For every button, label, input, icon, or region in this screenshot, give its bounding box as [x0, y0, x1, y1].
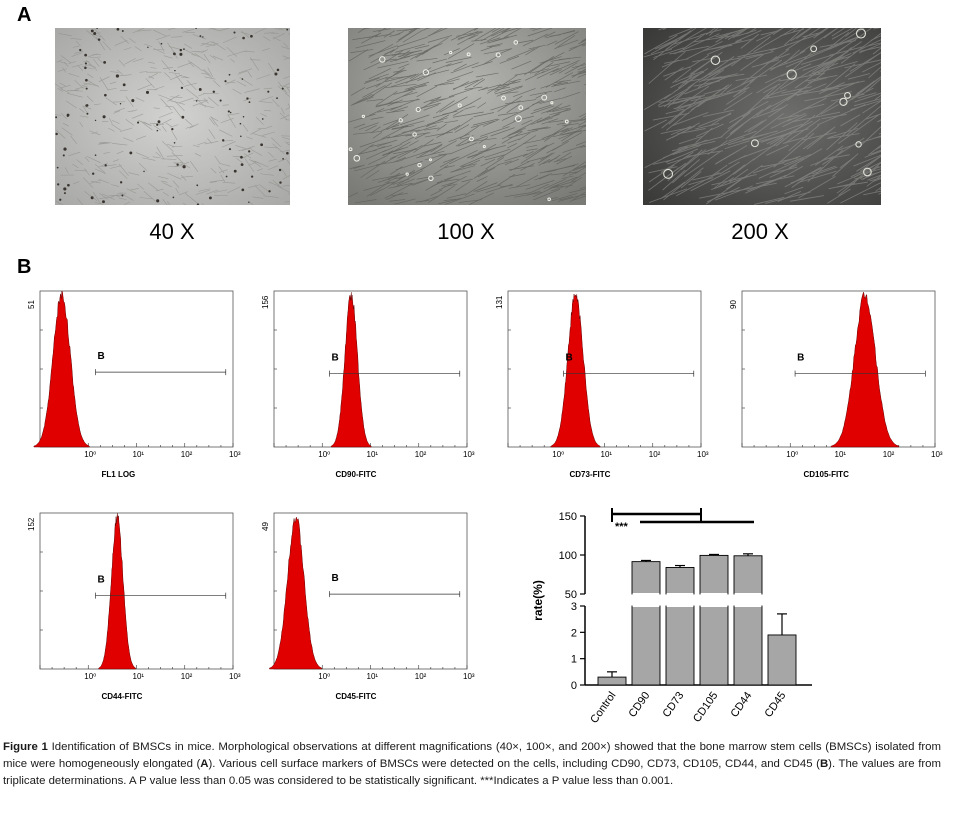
histogram-tick-label: 10²: [415, 672, 427, 681]
bar-cd73: [665, 567, 695, 595]
magnification-label-200x: 200 X: [731, 219, 789, 244]
micrograph-40x: [55, 28, 290, 205]
gate-label: B: [331, 353, 338, 364]
histogram-tick-label: 10³: [931, 450, 943, 459]
histogram-peak: [830, 291, 900, 448]
histogram-axis-label: CD73-FITC: [570, 470, 611, 479]
histogram-frame: [273, 290, 468, 448]
x-tick-label: CD105: [691, 690, 720, 725]
histogram-ymax-label: 49: [261, 522, 270, 531]
bar-cd90: [631, 561, 661, 595]
bar-cd73-lower: [665, 605, 695, 686]
histogram-tick-label: 10⁰: [318, 672, 330, 681]
histogram-ymax-label: 131: [495, 295, 504, 309]
histogram-ymax-label: 152: [27, 517, 36, 531]
flow-histogram-3: 10⁰ 10¹ 10² 10³ 131 CD73-FITC B: [495, 290, 709, 479]
y-tick-label: 50: [565, 589, 577, 601]
magnification-label-40x: 40 X: [149, 219, 195, 244]
significance-stars: ***: [615, 521, 629, 533]
bar-cd44-lower: [733, 605, 763, 686]
y-tick-label: 0: [571, 680, 577, 692]
histogram-tick-label: 10¹: [367, 450, 379, 459]
y-axis-label: rate(%): [531, 580, 545, 621]
y-tick-label: 150: [559, 511, 577, 523]
flow-histogram-4: 10⁰ 10¹ 10² 10³ 90 CD105-FITC B: [729, 290, 943, 479]
histogram-tick-label: 10⁰: [552, 450, 564, 459]
panel-a-letter: A: [17, 4, 32, 26]
histogram-tick-label: 10²: [415, 450, 427, 459]
magnification-label-100x: 100 X: [437, 219, 495, 244]
bar-control: [597, 676, 627, 686]
histogram-peak: [269, 516, 323, 670]
flow-histogram-6: 10⁰ 10¹ 10² 10³ 49 CD45-FITC B: [261, 512, 475, 701]
histogram-tick-label: 10²: [649, 450, 661, 459]
x-tick-label: CD73: [660, 690, 686, 720]
caption-text-2: ). Various cell surface markers of BMSCs…: [208, 758, 820, 770]
histogram-tick-label: 10³: [229, 672, 241, 681]
flow-histogram-1: 10⁰ 10¹ 10² 10³ 51 FL1 LOG B: [27, 290, 241, 479]
histogram-axis-label: CD44-FITC: [102, 692, 143, 701]
histogram-ymax-label: 156: [261, 295, 270, 309]
x-tick-label: CD45: [762, 690, 788, 720]
x-tick-label: Control: [588, 690, 618, 726]
histogram-tick-label: 10³: [697, 450, 709, 459]
histogram-tick-label: 10¹: [601, 450, 613, 459]
caption-text-1: Identification of BMSCs in mice. Morphol…: [3, 741, 941, 770]
bar-cd105-lower: [699, 605, 729, 686]
gate-label: B: [97, 351, 104, 362]
histogram-tick-label: 10⁰: [84, 450, 96, 459]
bar-cd90-lower: [631, 605, 661, 686]
histogram-peak: [550, 293, 601, 448]
histogram-ymax-label: 51: [27, 300, 36, 309]
flow-histogram-2: 10⁰ 10¹ 10² 10³ 156 CD90-FITC B: [261, 290, 475, 479]
bar-cd44: [733, 555, 763, 595]
y-tick-label: 1: [571, 654, 577, 666]
bar-cd45: [767, 634, 797, 686]
histogram-tick-label: 10¹: [133, 450, 145, 459]
histogram-axis-label: CD105-FITC: [804, 470, 850, 479]
y-tick-label: 3: [571, 601, 577, 613]
histogram-tick-label: 10⁰: [84, 672, 96, 681]
micrograph-100x: [348, 28, 586, 205]
histogram-tick-label: 10¹: [133, 672, 145, 681]
histogram-frame: [741, 290, 936, 448]
histogram-frame: [507, 290, 702, 448]
gate-label: B: [565, 353, 572, 364]
histogram-frame: [39, 512, 234, 670]
histogram-peak: [330, 292, 372, 448]
gate-label: B: [797, 353, 804, 364]
histogram-peak: [98, 513, 137, 670]
bar-cd105: [699, 554, 729, 595]
caption-ref-b: B: [819, 758, 829, 770]
histogram-axis-label: FL1 LOG: [102, 470, 136, 479]
gate-label: B: [331, 573, 338, 584]
histogram-tick-label: 10²: [181, 672, 193, 681]
gate-label: B: [97, 575, 104, 586]
histogram-tick-label: 10⁰: [318, 450, 330, 459]
histogram-tick-label: 10²: [181, 450, 193, 459]
histogram-tick-label: 10¹: [367, 672, 379, 681]
histogram-tick-label: 10³: [463, 672, 475, 681]
histogram-peak: [33, 290, 90, 448]
micrograph-200x: [643, 28, 881, 205]
marker-rate-bar-chart: 50 100 150 0 1 2 3 rate(%) Control CD90 CD73 CD105 C…: [531, 508, 812, 726]
histogram-axis-label: CD90-FITC: [336, 470, 377, 479]
figure-caption: Figure 1 Identification of BMSCs in mice…: [3, 739, 941, 790]
caption-ref-a: A: [200, 758, 209, 770]
histogram-tick-label: 10¹: [835, 450, 847, 459]
histogram-tick-label: 10³: [463, 450, 475, 459]
y-tick-label: 100: [559, 550, 577, 562]
histogram-tick-label: 10²: [883, 450, 895, 459]
histogram-axis-label: CD45-FITC: [336, 692, 377, 701]
x-tick-label: CD90: [626, 690, 652, 720]
flow-histogram-5: 10⁰ 10¹ 10² 10³ 152 CD44-FITC B: [27, 512, 241, 701]
x-tick-label: CD44: [728, 690, 754, 720]
panel-b-letter: B: [17, 256, 32, 278]
caption-text-3: ). The values are from triplicate determ…: [3, 758, 941, 787]
y-tick-label: 2: [571, 627, 577, 639]
histogram-ymax-label: 90: [729, 300, 738, 309]
histogram-tick-label: 10³: [229, 450, 241, 459]
figure-label: Figure 1: [3, 741, 48, 753]
histogram-tick-label: 10⁰: [786, 450, 798, 459]
